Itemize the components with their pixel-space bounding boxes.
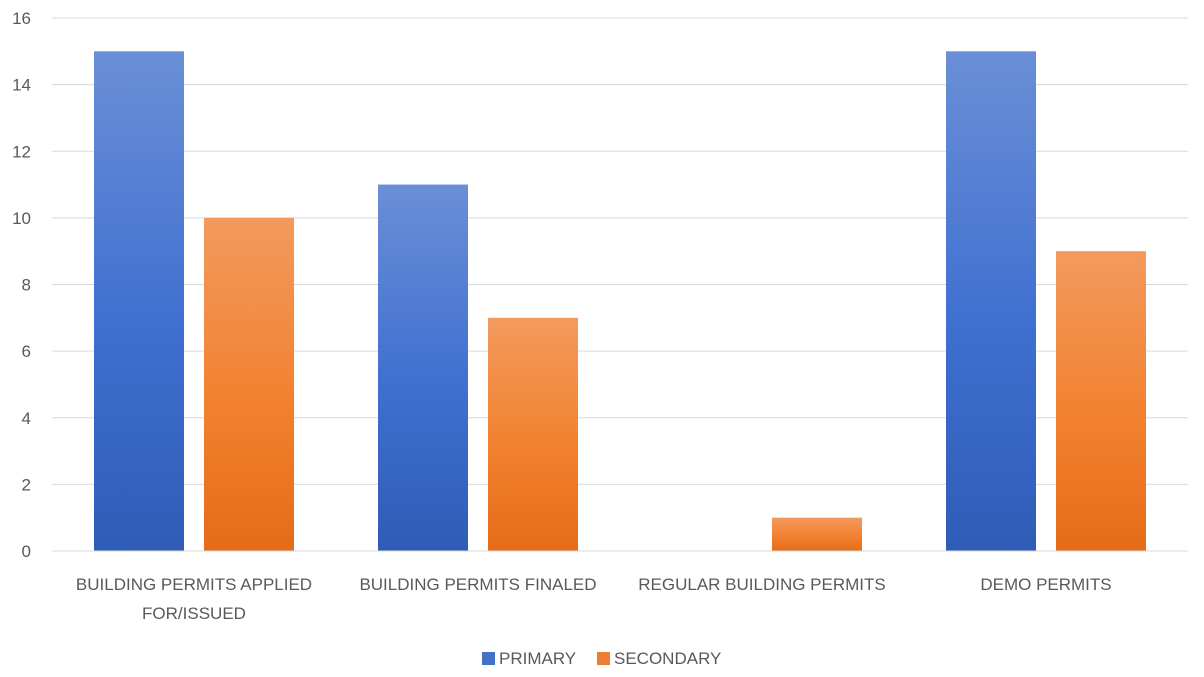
y-tick-label: 0 bbox=[22, 542, 31, 561]
y-tick-label: 10 bbox=[12, 209, 31, 228]
bar-secondary-3 bbox=[1056, 251, 1146, 551]
y-tick-label: 6 bbox=[22, 342, 31, 361]
x-category-label: DEMO PERMITS bbox=[980, 575, 1111, 594]
x-category-label: REGULAR BUILDING PERMITS bbox=[638, 575, 886, 594]
x-category-label: BUILDING PERMITS APPLIED bbox=[76, 575, 312, 594]
x-axis-category-labels: BUILDING PERMITS APPLIED FOR/ISSUED BUILDI… bbox=[76, 575, 1112, 623]
y-tick-label: 12 bbox=[12, 142, 31, 161]
x-category-label: BUILDING PERMITS FINALED bbox=[359, 575, 596, 594]
y-tick-label: 16 bbox=[12, 9, 31, 28]
legend-swatch-primary bbox=[482, 652, 495, 665]
y-tick-label: 14 bbox=[12, 76, 31, 95]
legend-label-primary: PRIMARY bbox=[499, 649, 576, 668]
legend-swatch-secondary bbox=[597, 652, 610, 665]
bar-primary-1 bbox=[378, 184, 468, 551]
bar-secondary-0 bbox=[204, 217, 294, 551]
y-tick-label: 8 bbox=[22, 276, 31, 295]
legend-label-secondary: SECONDARY bbox=[614, 649, 721, 668]
x-category-label: FOR/ISSUED bbox=[142, 604, 246, 623]
bar-secondary-1 bbox=[488, 317, 578, 551]
bar-primary-0 bbox=[94, 51, 184, 551]
y-tick-label: 4 bbox=[22, 409, 31, 428]
bars bbox=[94, 51, 1146, 551]
legend: PRIMARY SECONDARY bbox=[482, 649, 721, 668]
bar-primary-3 bbox=[946, 51, 1036, 551]
y-axis-tick-labels: 0 2 4 6 8 10 12 14 16 bbox=[12, 9, 31, 561]
y-tick-label: 2 bbox=[22, 475, 31, 494]
bar-secondary-2 bbox=[772, 517, 862, 551]
